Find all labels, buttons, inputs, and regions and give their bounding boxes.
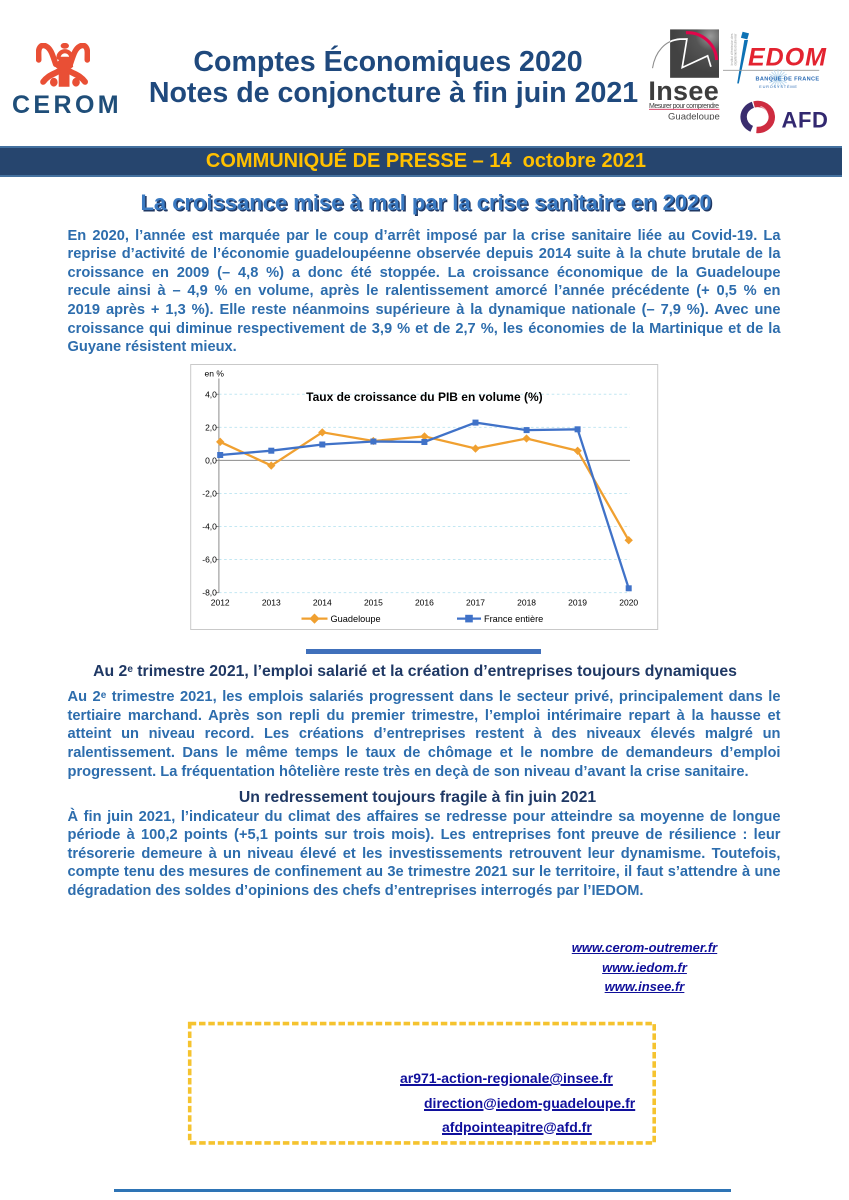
svg-text:Guadeloupe: Guadeloupe: [668, 111, 720, 120]
svg-text:AFD: AFD: [781, 107, 828, 132]
svg-text:France entière: France entière: [484, 614, 543, 624]
svg-text:départements d’outre-mer: départements d’outre-mer: [733, 33, 737, 66]
svg-text:2020: 2020: [619, 598, 638, 608]
svg-text:-2,0: -2,0: [202, 488, 217, 498]
svg-text:Institut d’émission des: Institut d’émission des: [730, 33, 734, 65]
svg-text:Insee: Insee: [648, 76, 718, 106]
svg-text:EDOM: EDOM: [748, 43, 827, 71]
svg-text:-4,0: -4,0: [202, 522, 217, 532]
svg-text:2018: 2018: [517, 598, 536, 608]
svg-text:-8,0: -8,0: [202, 588, 217, 598]
svg-text:2014: 2014: [313, 598, 332, 608]
svg-text:Taux de croissance du PIB en v: Taux de croissance du PIB en volume (%): [306, 390, 543, 404]
svg-text:2012: 2012: [211, 598, 230, 608]
svg-text:2,0: 2,0: [205, 422, 217, 432]
svg-text:2013: 2013: [262, 598, 281, 608]
svg-text:-6,0: -6,0: [202, 555, 217, 565]
svg-text:2015: 2015: [364, 598, 383, 608]
svg-text:Guadeloupe: Guadeloupe: [331, 614, 381, 624]
svg-text:2016: 2016: [415, 598, 434, 608]
svg-text:4,0: 4,0: [205, 389, 217, 399]
svg-text:0,0: 0,0: [205, 455, 217, 465]
svg-text:EUROSYSTÈME: EUROSYSTÈME: [759, 84, 798, 89]
svg-text:en %: en %: [205, 369, 225, 379]
svg-text:Mesurer pour comprendre: Mesurer pour comprendre: [649, 103, 719, 110]
svg-text:BANQUE DE FRANCE: BANQUE DE FRANCE: [755, 76, 819, 82]
svg-text:2019: 2019: [568, 598, 587, 608]
svg-text:2017: 2017: [466, 598, 485, 608]
